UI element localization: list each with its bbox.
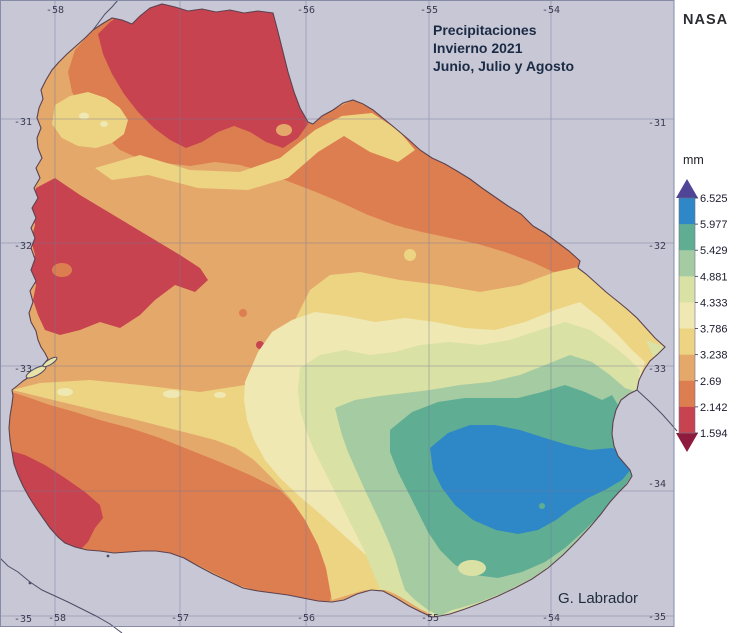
country-border: [8, 3, 666, 618]
legend-bar-outline: [678, 197, 696, 434]
legend-segment: [679, 302, 695, 330]
legend-value-labels: 6.525 5.977 5.429 4.881 4.333 3.786 3.238 2.69 2…: [695, 193, 728, 440]
legend-segment: [679, 380, 695, 408]
contour-patch: [276, 124, 292, 136]
contour-patch: [52, 263, 72, 277]
contour-patch: [214, 392, 226, 398]
rio-de-la-plata-coast-line: [0, 557, 123, 633]
axis-label: -33: [648, 364, 666, 375]
legend-value: 2.142: [700, 402, 728, 414]
legend-colorbar: 6.525 5.977 5.429 4.881 4.333 3.786 3.238 2.69 2…: [676, 179, 728, 452]
axis-label: -58: [48, 613, 66, 624]
map-title: Precipitaciones Invierno 2021 Junio, Jul…: [433, 22, 574, 74]
legend-segment: [679, 354, 695, 382]
legend-value: 4.881: [700, 271, 728, 283]
contour-yellow-nw-pocket: [52, 92, 128, 148]
axis-labels-bottom: -58 -57 -56 -55 -54: [48, 613, 560, 624]
axis-label: -58: [46, 5, 64, 16]
contour-patch: [458, 560, 486, 576]
legend-over-triangle: [676, 179, 698, 198]
uruguay-river-line: [92, 0, 119, 31]
legend-segments: [679, 198, 695, 434]
title-line-2: Invierno 2021: [433, 40, 523, 56]
axis-label: -56: [297, 613, 315, 624]
contour-red-north: [98, 4, 308, 148]
island-dot: [28, 581, 32, 585]
legend-segment: [679, 224, 695, 251]
contour-patch: [539, 503, 545, 509]
axis-label: -31: [14, 117, 32, 128]
axis-label: -54: [542, 613, 560, 624]
axis-label: -32: [648, 241, 666, 252]
axis-labels-right: -31 -32 -33 -34 -35: [648, 118, 666, 623]
legend-value: 5.977: [700, 219, 728, 231]
graticule-grid: [0, 0, 674, 627]
plot-frame: [0, 0, 675, 627]
axis-label: -31: [648, 118, 666, 129]
legend-value: 6.525: [700, 193, 728, 205]
legend-value: 5.429: [700, 245, 728, 257]
axis-label: -54: [542, 5, 560, 16]
legend-value: 2.69: [700, 376, 721, 388]
legend-value: 1.594: [700, 428, 728, 440]
contour-orange-blob-center: [366, 185, 448, 232]
contour-patch: [57, 388, 73, 396]
legend-under-triangle: [676, 433, 698, 452]
axis-label: -55: [421, 613, 439, 624]
axis-labels-top: -58 -56 -55 -54: [46, 5, 560, 16]
legend-segment: [679, 250, 695, 277]
title-line-3: Junio, Julio y Agosto: [433, 58, 574, 74]
axis-label: -35: [14, 614, 32, 625]
legend-segment: [679, 198, 695, 225]
contour-blue-core: [430, 425, 632, 534]
contour-patch: [400, 543, 416, 557]
credit-label: G. Labrador: [558, 590, 638, 607]
legend-segment: [679, 406, 695, 434]
water-lines: [0, 0, 678, 633]
axis-label: -34: [648, 479, 666, 490]
axis-label: -32: [14, 241, 32, 252]
legend-value: 3.238: [700, 350, 728, 362]
axis-labels-left: -31 -32 -33 -35: [14, 117, 32, 625]
lagoon-line: [636, 389, 678, 432]
contour-yellow-band-north: [95, 113, 415, 190]
contour-red-west: [30, 178, 208, 335]
contour-patch: [239, 309, 247, 317]
island-dot: [106, 554, 110, 558]
legend-value: 4.333: [700, 297, 728, 309]
axis-label: -56: [297, 5, 315, 16]
axis-label: -35: [648, 612, 666, 623]
axis-label: -55: [420, 5, 438, 16]
legend-segment: [679, 276, 695, 303]
axis-label: -57: [171, 613, 189, 624]
nasa-label: NASA: [683, 12, 728, 28]
contour-patch: [163, 390, 181, 398]
contour-patch: [404, 249, 416, 261]
contour-patch: [646, 340, 665, 358]
river-island: [42, 356, 58, 368]
legend-unit-label: mm: [683, 153, 704, 167]
contour-orange-southwest: [9, 392, 332, 601]
contour-patch: [79, 112, 89, 120]
legend-segment: [679, 328, 695, 356]
axis-label: -33: [14, 364, 32, 375]
title-line-1: Precipitaciones: [433, 22, 537, 38]
legend-value: 3.786: [700, 324, 728, 336]
contour-patch: [100, 121, 108, 127]
